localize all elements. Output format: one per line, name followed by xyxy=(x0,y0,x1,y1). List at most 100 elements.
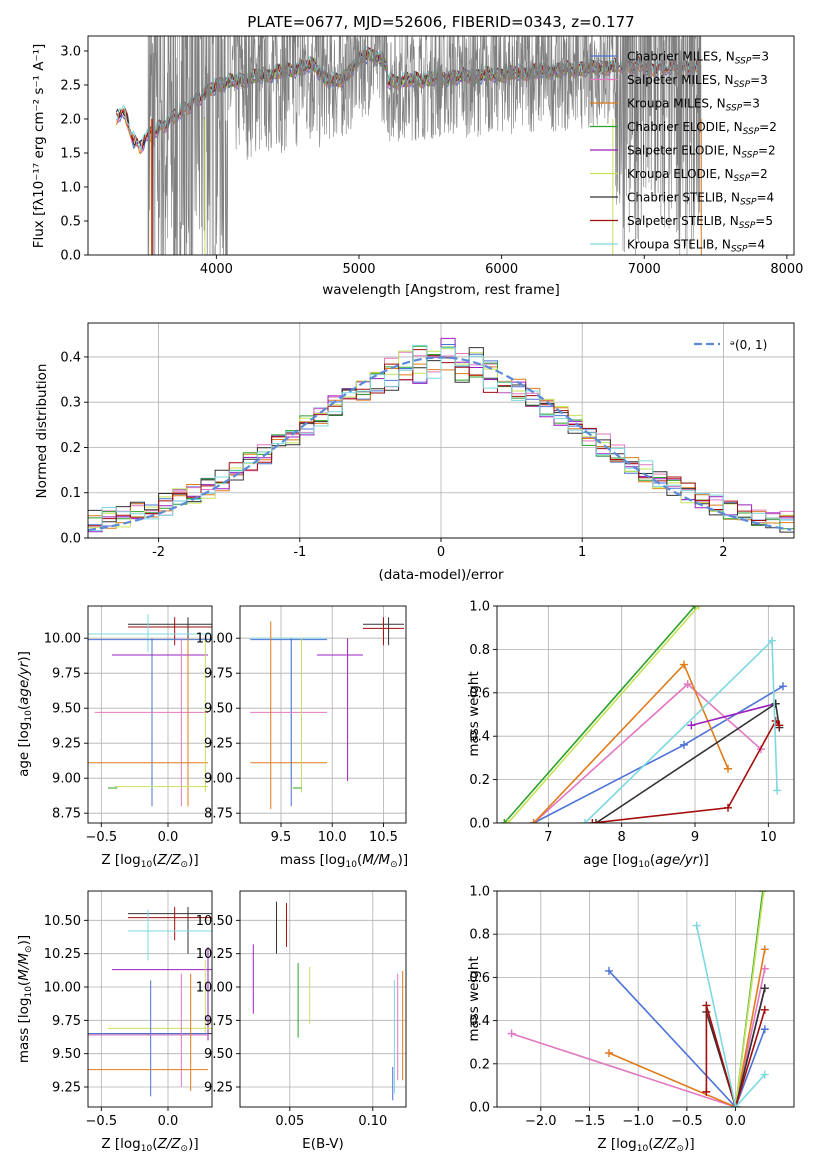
age_vs_Z-xlabel: Z [log10(Z/Z⊙)] xyxy=(101,852,198,870)
age_vs_Z-xlabel-part: ⊙ xyxy=(181,860,189,870)
weight_vs_Z-xlabel-part: ( xyxy=(648,1136,653,1152)
mass_vs_Z-ylabel-part: 10 xyxy=(24,986,34,998)
mass_vs_ebv-axes xyxy=(236,891,406,1111)
age_vs_Z-ytick-label: 9.25 xyxy=(52,737,81,752)
weight_vs_Z-marker-chabrier_stelib xyxy=(760,984,769,993)
weight_vs_Z-ytick-label: 0.2 xyxy=(469,1057,490,1072)
age_vs_mass-ytick-label: 9.25 xyxy=(204,737,233,752)
legend-text: Kroupa STELIB, N xyxy=(627,238,731,252)
age_vs_mass-xtick-label: 10.0 xyxy=(318,830,347,845)
weight_vs_age-marker-salpeter_stelib xyxy=(775,721,784,730)
weight_vs_age-marker-salpeter_stelib xyxy=(771,717,780,726)
spectrum-frame xyxy=(87,35,795,256)
age_vs_mass-ytick-label: 9.00 xyxy=(204,772,233,787)
age_vs_Z-xtick-label: −0.5 xyxy=(86,830,118,845)
weight_vs_Z-ytick-label: 0.6 xyxy=(469,971,490,986)
age_vs_mass-ytick-label: 9.50 xyxy=(204,702,233,717)
weight_vs_Z-line-kroupa_elodie xyxy=(734,891,765,1107)
age_vs_Z-ytick-label: 8.75 xyxy=(52,807,81,822)
spectrum-xtick-label: 4000 xyxy=(200,262,233,277)
spectrum-ytick-label: 0.0 xyxy=(60,249,81,264)
weight_vs_Z-marker-chabrier_miles xyxy=(760,1025,769,1034)
weight_vs_age-frame xyxy=(496,605,795,824)
legend-val: =2 xyxy=(759,120,777,134)
weight_vs_age-marker-kroupa_elodie xyxy=(694,606,703,610)
weight_vs_age-marker-kroupa_miles xyxy=(724,764,732,773)
weight_vs_Z-xlabel-part: 10 xyxy=(637,1144,649,1154)
age_vs_mass-xlabel-part: 10 xyxy=(345,860,357,870)
weight_vs_age-marker-kroupa_miles xyxy=(529,819,538,823)
age_vs_Z-xtick-label: 0.0 xyxy=(158,830,179,845)
mass_vs_Z-ytick-label: 9.50 xyxy=(52,1047,81,1062)
weight_vs_age-xtick-label: 10 xyxy=(760,830,777,845)
spectrum-xtick-label: 7000 xyxy=(628,262,661,277)
mass_vs_ebv-frame xyxy=(239,890,407,1108)
legend-label-salpeter_miles: Salpeter MILES, NSSP=3 xyxy=(627,73,768,90)
mass_vs_ebv-ytick-label: 10.00 xyxy=(196,981,233,996)
weight_vs_age-ytick-label: 1.0 xyxy=(469,600,490,615)
legend-val: =3 xyxy=(742,97,760,111)
mass_vs_Z-ytick-label: 10.50 xyxy=(44,914,81,929)
residuals-xlabel: (data-model)/error xyxy=(378,567,504,583)
legend-sub: SSP xyxy=(735,57,752,67)
weight_vs_age-line-chabrier_elodie xyxy=(503,606,696,823)
weight_vs_Z-marker-chabrier_miles xyxy=(604,966,613,975)
weight_vs_age-ytick-label: 0.8 xyxy=(469,643,490,658)
legend-val: =5 xyxy=(755,214,773,228)
spectrum-xtick-label: 5000 xyxy=(342,262,375,277)
legend-sub: SSP xyxy=(734,80,751,90)
weight_vs_age-xlabel-part: age [log xyxy=(583,852,638,868)
mass_vs_Z-ylabel-part: mass [log xyxy=(16,998,32,1064)
weight_vs_Z-xtick-label: −1.0 xyxy=(622,1114,654,1129)
residuals-ylabel: Normed distribution xyxy=(34,364,50,499)
age_vs_mass-xlabel-part: M/M xyxy=(362,852,390,868)
mass_vs_Z-xlabel-part: 10 xyxy=(141,1144,153,1154)
weight_vs_age-marker-kroupa_stelib xyxy=(581,819,589,823)
spectrum-ytick-label: 1.5 xyxy=(60,146,81,161)
weight_vs_Z-xtick-label: −0.5 xyxy=(671,1114,703,1129)
weight_vs_age-ylabel: mass weight xyxy=(466,671,482,756)
legend-sub: SSP xyxy=(740,198,757,208)
weight_vs_age-marker-chabrier_elodie xyxy=(500,819,509,823)
mass_vs_Z-xlabel-part: Z/Z xyxy=(156,1136,181,1152)
age_vs_Z-plot-area xyxy=(88,614,212,807)
weight_vs_Z-marker-kroupa_miles xyxy=(760,945,769,954)
legend-label-salpeter_elodie: Salpeter ELODIE, NSSP=2 xyxy=(627,144,776,161)
weight_vs_Z-marker-salpeter_miles xyxy=(760,964,769,973)
spectrum-axes xyxy=(84,50,788,259)
mass_vs_Z-xtick-label: 0.0 xyxy=(158,1114,179,1129)
weight_vs_age-ytick-label: 0.4 xyxy=(469,730,490,745)
mass_vs_Z-xlabel-part: ⊙ xyxy=(181,1144,189,1154)
residuals-ytick-label: 0.4 xyxy=(60,350,81,365)
age_vs_mass-plot-area xyxy=(250,617,404,809)
weight_vs_age-line-salpeter_elodie xyxy=(691,702,776,727)
weight_vs_age-xlabel: age [log10(age/yr)] xyxy=(583,852,709,870)
residuals-ytick-label: 0.3 xyxy=(60,396,81,411)
weight_vs_age-ytick-label: 0.2 xyxy=(469,773,490,788)
weight_vs_age-marker-chabrier_stelib xyxy=(771,699,780,708)
spectrum-ylabel: Flux [fλ10⁻¹⁷ erg cm⁻² s⁻¹ A⁻¹] xyxy=(31,44,47,249)
age_vs_Z-axes xyxy=(84,606,212,827)
age_vs_mass-xlabel-part: ⊙ xyxy=(390,860,398,870)
residuals-xtick-label: -1 xyxy=(293,545,306,560)
age_vs_mass-xtick-label: 10.5 xyxy=(369,830,398,845)
weight_vs_Z-xlabel: Z [log10(Z/Z⊙)] xyxy=(597,1136,694,1154)
mass_vs_Z-xlabel-part: )] xyxy=(188,1136,199,1152)
weight_vs_age-xlabel-part: )] xyxy=(698,852,709,868)
weight_vs_Z-marker-salpeter_stelib xyxy=(702,1087,711,1096)
legend-sub: SSP xyxy=(734,174,751,184)
legend-text: Salpeter MILES, N xyxy=(627,73,734,87)
weight_vs_Z-xlabel-part: )] xyxy=(684,1136,695,1152)
weight_vs_age-marker-salpeter_stelib xyxy=(724,803,732,812)
mass_vs_Z-xtick-label: −0.5 xyxy=(86,1114,118,1129)
legend-label-kroupa_elodie: Kroupa ELODIE, NSSP=2 xyxy=(627,167,768,184)
legend-text: Chabrier STELIB, N xyxy=(627,191,740,205)
weight_vs_Z-line-chabrier_miles xyxy=(608,970,766,1107)
weight_vs_Z-ytick-label: 0.0 xyxy=(469,1101,490,1116)
weight_vs_Z-marker-salpeter_stelib xyxy=(702,1001,711,1010)
legend-text: Kroupa MILES, N xyxy=(627,97,726,111)
spectrum-ytick-label: 2.5 xyxy=(60,78,81,93)
age_vs_Z-ylabel-part: age [log xyxy=(16,722,32,777)
mass_vs_ebv-ytick-label: 9.25 xyxy=(204,1081,233,1096)
